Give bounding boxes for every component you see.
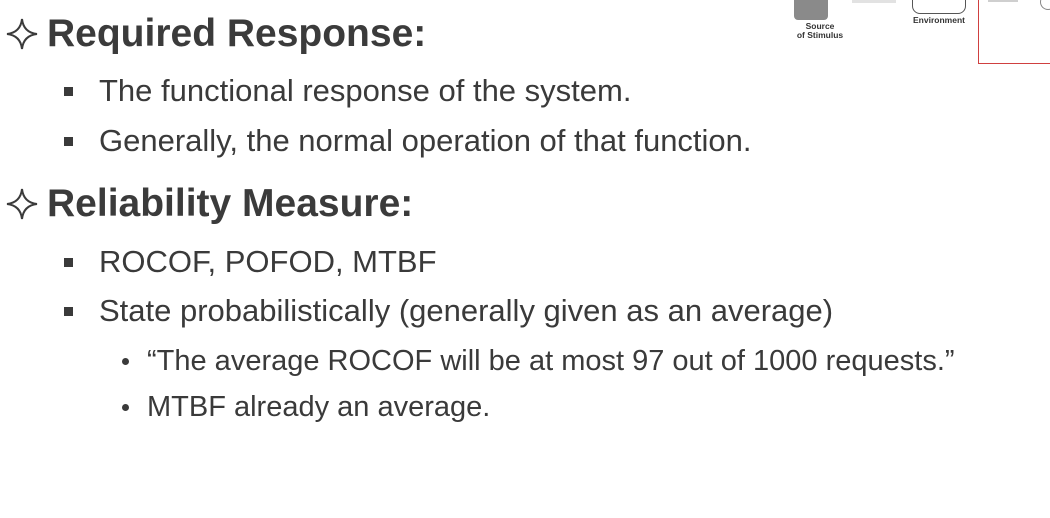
- bullet-text: Generally, the normal operation of that …: [99, 123, 752, 158]
- round-bullet-icon: [122, 404, 129, 411]
- diagram-connector-line: [852, 0, 896, 3]
- heading-text: Reliability Measure:: [47, 182, 414, 225]
- section-heading-required-response: Required Response:: [4, 12, 426, 56]
- artifact-arc: [1040, 0, 1050, 10]
- bullet-text: ROCOF, POFOD, MTBF: [99, 244, 437, 279]
- source-of-stimulus-figure: [794, 0, 828, 20]
- bullet-text: The functional response of the system.: [99, 73, 632, 108]
- bullet-text: State probabilistically (generally given…: [99, 293, 834, 328]
- square-bullet-icon: [64, 306, 73, 316]
- section-heading-reliability-measure: Reliability Measure:: [4, 182, 413, 226]
- environment-label: Environment: [913, 15, 965, 25]
- square-bullet-icon: [64, 86, 73, 96]
- bullet-item: State probabilistically (generally given…: [64, 293, 833, 329]
- bullet-item: The functional response of the system.: [64, 73, 631, 109]
- diamond-outline-icon: [4, 186, 40, 222]
- source-label-line1: Source: [805, 21, 835, 31]
- artifact-line: [988, 0, 1018, 2]
- artifact-box: [978, 0, 1050, 64]
- diamond-outline-icon: [4, 16, 40, 52]
- source-of-stimulus-label: Source of Stimulus: [790, 22, 850, 40]
- environment-box: [912, 0, 966, 14]
- round-bullet-icon: [122, 358, 129, 365]
- square-bullet-icon: [64, 136, 73, 146]
- sub-bullet-item: MTBF already an average.: [122, 391, 490, 424]
- source-label-line2: of Stimulus: [796, 30, 844, 40]
- heading-text: Required Response:: [47, 12, 427, 55]
- sub-bullet-text: “The average ROCOF will be at most 97 ou…: [147, 345, 955, 377]
- square-bullet-icon: [64, 257, 73, 267]
- sub-bullet-item: “The average ROCOF will be at most 97 ou…: [122, 345, 955, 378]
- bullet-item: Generally, the normal operation of that …: [64, 123, 752, 159]
- bullet-item: ROCOF, POFOD, MTBF: [64, 244, 437, 280]
- sub-bullet-text: MTBF already an average.: [147, 391, 491, 423]
